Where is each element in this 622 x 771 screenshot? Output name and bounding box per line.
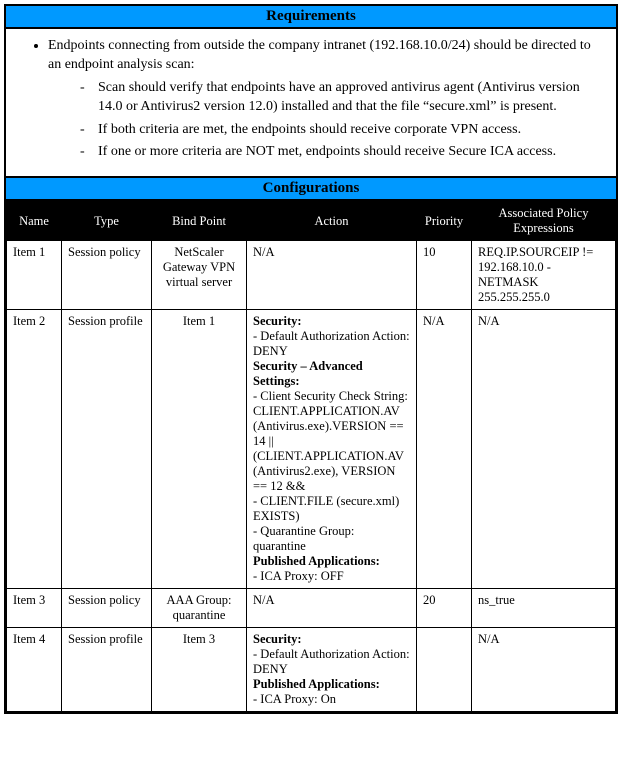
cell-action: Security: - Default Authorization Action… (247, 628, 417, 712)
requirement-sub: If one or more criteria are NOT met, end… (80, 143, 598, 162)
cell-action: N/A (247, 589, 417, 628)
requirement-sub: Scan should verify that endpoints have a… (80, 79, 598, 117)
cell-name: Item 1 (7, 241, 62, 310)
action-heading: Security: (253, 314, 410, 329)
action-line: - Default Authorization Action: DENY (253, 329, 410, 359)
action-line: - Client Security Check String: CLIENT.A… (253, 389, 410, 494)
cell-expr: REQ.IP.SOURCEIP != 192.168.10.0 -NETMASK… (472, 241, 616, 310)
cell-expr: ns_true (472, 589, 616, 628)
table-row: Item 4 Session profile Item 3 Security: … (7, 628, 616, 712)
cell-type: Session profile (62, 310, 152, 589)
action-heading: Security: (253, 632, 410, 647)
cell-priority: 10 (417, 241, 472, 310)
action-heading: Published Applications: (253, 677, 410, 692)
th-action: Action (247, 202, 417, 241)
cell-name: Item 3 (7, 589, 62, 628)
action-heading: Security – Advanced Settings: (253, 359, 410, 389)
configurations-header: Configurations (6, 176, 616, 201)
th-type: Type (62, 202, 152, 241)
cell-bind: Item 3 (152, 628, 247, 712)
action-line: - CLIENT.FILE (secure.xml) EXISTS) (253, 494, 410, 524)
cell-bind: Item 1 (152, 310, 247, 589)
cell-priority (417, 628, 472, 712)
table-header-row: Name Type Bind Point Action Priority Ass… (7, 202, 616, 241)
cell-name: Item 4 (7, 628, 62, 712)
cell-bind: AAA Group: quarantine (152, 589, 247, 628)
cell-type: Session policy (62, 589, 152, 628)
action-line: - Quarantine Group: quarantine (253, 524, 410, 554)
action-line: - ICA Proxy: On (253, 692, 410, 707)
cell-action: Security: - Default Authorization Action… (247, 310, 417, 589)
th-name: Name (7, 202, 62, 241)
cell-action: N/A (247, 241, 417, 310)
th-expr: Associated Policy Expressions (472, 202, 616, 241)
action-heading: Published Applications: (253, 554, 410, 569)
cell-expr: N/A (472, 628, 616, 712)
requirements-body: Endpoints connecting from outside the co… (6, 29, 616, 176)
requirements-header: Requirements (6, 6, 616, 29)
requirement-main-text: Endpoints connecting from outside the co… (48, 38, 591, 72)
cell-expr: N/A (472, 310, 616, 589)
requirement-main: Endpoints connecting from outside the co… (48, 37, 598, 162)
th-bind: Bind Point (152, 202, 247, 241)
cell-priority: 20 (417, 589, 472, 628)
cell-name: Item 2 (7, 310, 62, 589)
cell-type: Session policy (62, 241, 152, 310)
table-row: Item 1 Session policy NetScaler Gateway … (7, 241, 616, 310)
table-row: Item 2 Session profile Item 1 Security: … (7, 310, 616, 589)
action-line: - ICA Proxy: OFF (253, 569, 410, 584)
table-row: Item 3 Session policy AAA Group: quarant… (7, 589, 616, 628)
action-line: - Default Authorization Action: DENY (253, 647, 410, 677)
config-table: Name Type Bind Point Action Priority Ass… (6, 201, 616, 712)
document-container: Requirements Endpoints connecting from o… (4, 4, 618, 714)
requirement-sub: If both criteria are met, the endpoints … (80, 121, 598, 140)
cell-type: Session profile (62, 628, 152, 712)
cell-priority: N/A (417, 310, 472, 589)
th-priority: Priority (417, 202, 472, 241)
cell-bind: NetScaler Gateway VPN virtual server (152, 241, 247, 310)
